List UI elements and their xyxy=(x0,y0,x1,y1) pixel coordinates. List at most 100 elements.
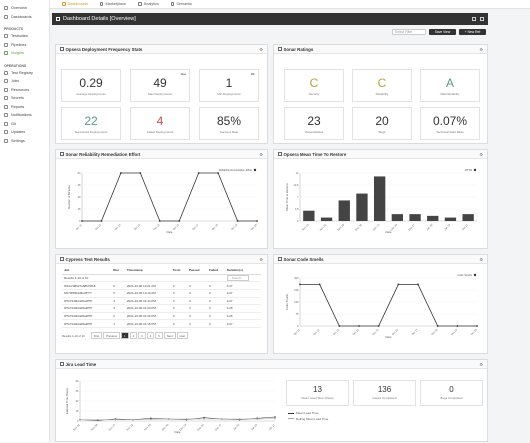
settings-icon[interactable] xyxy=(480,17,484,21)
bar xyxy=(409,214,421,221)
sidebar-item-secrets[interactable]: Secrets xyxy=(0,94,49,103)
column-header: Tests xyxy=(170,267,187,275)
panel-settings-icon[interactable]: ⚙ xyxy=(259,151,263,157)
stat-card: 1 Min Deployments Min xyxy=(199,69,259,102)
page-button[interactable]: 4 xyxy=(146,331,155,340)
y-tick-label: 0 xyxy=(297,324,299,328)
page-button[interactable]: First xyxy=(90,331,103,340)
sidebar-item-notifications[interactable]: Notifications xyxy=(0,111,49,120)
table-cell: 0.27 xyxy=(224,319,261,328)
tab-semantic[interactable]: Semantic xyxy=(170,2,192,6)
sidebar-item-resources[interactable]: Resources xyxy=(0,86,49,95)
page-button[interactable]: Last xyxy=(176,331,188,340)
sidebar-item-dashboards[interactable]: Dashboards xyxy=(0,13,49,22)
fullscreen-icon[interactable] xyxy=(472,17,476,21)
sidebar: Overview Dashboards PRODUCTS Testsuites Pi… xyxy=(0,0,50,442)
y-tick-label: 3.5 xyxy=(295,207,299,211)
update-icon xyxy=(4,130,8,135)
jira-stat-card: 13 Mean Lead Time (Days) xyxy=(286,380,349,406)
y-tick-label: 10.5 xyxy=(293,183,299,187)
table-row[interactable]: 6f27f4f8fd4d6e2ff77f 5 2021-10-06 10:19 AM… xyxy=(62,289,261,298)
y-tick-label: 15 xyxy=(76,409,79,413)
stat-value: 22 xyxy=(84,114,98,128)
sidebar-item-reports[interactable]: Reports xyxy=(0,103,49,112)
stat-label: Min Deployments xyxy=(217,92,241,96)
panel-settings-icon[interactable]: ⚙ xyxy=(479,256,483,262)
table-row[interactable]: 9f7272df4d4d6a2f5f7 2 2021-10-06 01:32 PM 3… xyxy=(62,312,261,321)
panel-settings-icon[interactable]: ⚙ xyxy=(479,46,483,52)
table-cell: 3 xyxy=(186,281,208,290)
x-tick-label: Dec 27 xyxy=(407,222,416,231)
filter-select[interactable]: Select Filter xyxy=(392,29,426,35)
data-point xyxy=(299,283,301,286)
table-cell: 0 xyxy=(207,319,225,328)
table-row[interactable]: 9f7272df4d4d6a2f5f7 1 2021-10-06 01:15 PM 3… xyxy=(62,319,261,328)
x-tick-label: Nov 15 xyxy=(108,422,117,431)
sidebar-item-settings[interactable]: Settings xyxy=(0,137,49,146)
sidebar-item-testsuites[interactable]: Testsuites xyxy=(0,32,49,41)
table-row[interactable]: 0f4dcc98627a6897f6b8 6 2021-10-06 10:21 AM… xyxy=(62,281,261,290)
table-cell: 0 xyxy=(207,312,225,321)
save-view-button[interactable]: Save View xyxy=(429,29,456,35)
legend-label: Rolling Mean Lead Time xyxy=(296,416,329,421)
stat-card: C Reliability xyxy=(352,69,412,102)
new-ref-button[interactable]: + New Ref xyxy=(459,29,486,35)
page-button[interactable]: Previous xyxy=(103,331,121,340)
code-smells-chart: 0 75 150 225 300 Oct 11 Oct 12 Oct 13 Oct 14 Oct … xyxy=(285,273,478,339)
sidebar-item-jobs[interactable]: Jobs xyxy=(0,77,49,86)
filter-input[interactable]: Search... xyxy=(226,275,249,282)
data-point xyxy=(256,418,259,420)
x-tick-label: Oct 18 xyxy=(430,327,439,336)
panel-settings-icon[interactable]: ⚙ xyxy=(259,256,263,262)
sidebar-item-git[interactable]: Git xyxy=(0,120,49,129)
x-tick-label: Oct 20 xyxy=(469,327,478,336)
panel-title: Sonar Ratings xyxy=(283,46,314,52)
tab-dashboards[interactable]: Dashboards xyxy=(62,2,88,6)
data-point xyxy=(100,220,103,222)
page-button[interactable]: 5 xyxy=(155,331,163,340)
page-size-label: Results 1-10 of 10 xyxy=(62,274,225,283)
table-cell: 0 xyxy=(207,281,225,290)
legend-swatch xyxy=(473,273,477,277)
data-point xyxy=(377,325,380,327)
stat-value: C xyxy=(377,76,387,90)
bar xyxy=(462,214,474,221)
table-cell: 2021-10-06 01:44 PM xyxy=(124,297,171,306)
column-header: Passed xyxy=(186,267,208,275)
tab-analytics[interactable]: Analytics xyxy=(138,2,159,6)
sidebar-item-overview[interactable]: Overview xyxy=(0,4,49,13)
stat-card: 20 Bugs xyxy=(352,107,412,140)
panel-settings-icon[interactable]: ⚙ xyxy=(259,46,263,52)
table-cell: 0 xyxy=(207,304,225,313)
x-tick-label: Oct 16 xyxy=(172,222,181,231)
table-cell: 3 xyxy=(186,289,208,298)
page-button[interactable]: Next xyxy=(163,331,176,340)
dashboard-header: Dashboard Details [Overview] xyxy=(52,13,488,25)
tab-marketplace[interactable]: Marketplace xyxy=(99,2,126,6)
panel-settings-icon[interactable]: ⚙ xyxy=(479,151,483,157)
sidebar-item-insights[interactable]: Insights xyxy=(0,49,49,58)
sidebar-item-updates[interactable]: Updates xyxy=(0,128,49,137)
table-row[interactable]: 9f7272df4d4d6a2f5f7 3 2021-10-06 01:40 PM 3… xyxy=(62,304,261,313)
page-button[interactable]: 1 xyxy=(121,331,129,340)
table-cell: 0.28 xyxy=(224,304,261,313)
data-point xyxy=(274,416,276,418)
stat-value: 136 xyxy=(377,385,392,394)
x-tick-label: Dec 27 xyxy=(214,422,223,431)
panel-settings-icon[interactable]: ⚙ xyxy=(479,361,483,367)
stat-card: 49 Max Deployments Max xyxy=(130,69,190,102)
x-tick-label: Dec 20 xyxy=(389,222,398,231)
page-button[interactable]: 3 xyxy=(138,331,146,340)
bar xyxy=(320,217,333,221)
page-button[interactable]: 2 xyxy=(129,331,138,340)
bar xyxy=(444,217,457,221)
x-tick-label: Nov 08 xyxy=(90,422,99,431)
jira-stat-card: 0 Bugs Completed xyxy=(420,380,483,406)
data-point xyxy=(96,418,99,421)
operations-heading: OPERATIONS xyxy=(4,63,27,68)
sidebar-item-test-registry[interactable]: Test Registry xyxy=(0,69,49,78)
panel-title: Cypress Test Results xyxy=(65,256,110,262)
sidebar-item-pipelines[interactable]: Pipelines xyxy=(0,41,49,50)
data-point xyxy=(79,418,81,421)
table-row[interactable]: 9f7272df4d4d6a2f5f7 4 2021-10-06 01:44 PM 3… xyxy=(62,297,261,306)
